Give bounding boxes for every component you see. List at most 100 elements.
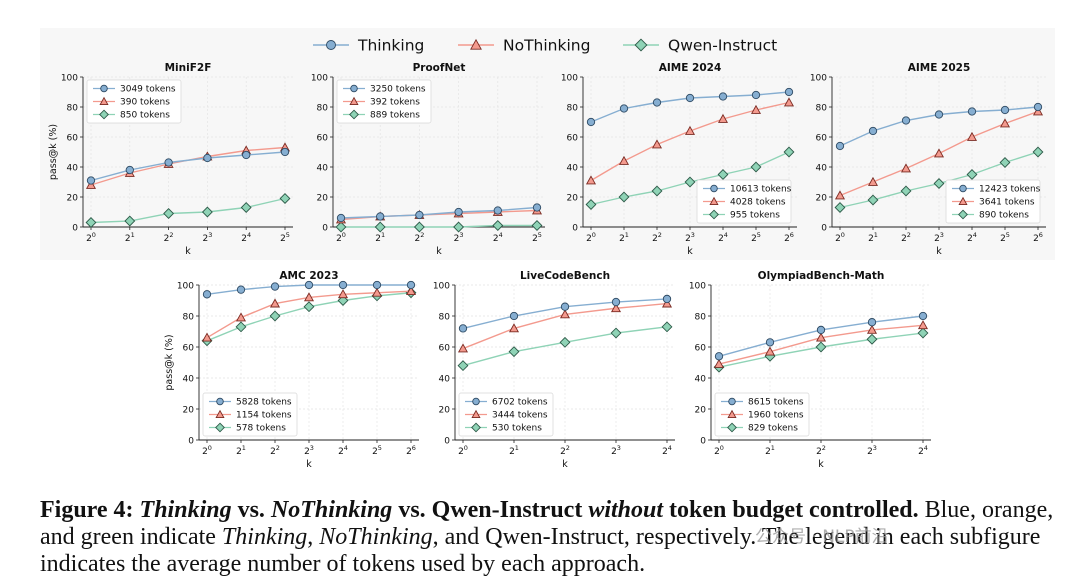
- x-tick-base: 2: [164, 234, 170, 244]
- x-tick-exponent: 3: [208, 231, 212, 239]
- x-tick-base: 2: [336, 234, 342, 244]
- data-point-qwen-instruct: [201, 206, 213, 218]
- data-point-thinking: [509, 311, 519, 321]
- data-point-qwen-instruct: [834, 202, 846, 213]
- x-tick-base: 2: [532, 234, 538, 244]
- chart-title: LiveCodeBench: [520, 270, 610, 282]
- data-point-thinking: [934, 110, 944, 119]
- data-point-qwen-instruct: [240, 202, 252, 213]
- panel-legend-box: [945, 179, 1041, 224]
- panel-legend-label: 5828 tokens: [236, 398, 292, 408]
- data-point-nothinking: [834, 190, 846, 200]
- panel-legend-label: 889 tokens: [370, 111, 420, 121]
- data-point-thinking: [454, 207, 463, 217]
- x-tick-exponent: 2: [566, 444, 570, 452]
- y-tick-label: 20: [567, 194, 579, 204]
- caption-label: Figure 4:: [40, 497, 134, 523]
- y-tick-label: 20: [317, 194, 329, 204]
- x-tick-base: 2: [765, 447, 771, 457]
- data-point-thinking: [532, 203, 542, 212]
- x-tick-label: 24: [493, 231, 503, 244]
- x-tick-exponent: 3: [617, 444, 621, 452]
- data-point-nothinking: [764, 346, 776, 356]
- data-point-nothinking: [651, 139, 663, 149]
- data-point-qwen-instruct: [783, 146, 795, 158]
- y-tick-label: 40: [67, 164, 79, 174]
- data-point-nothinking: [610, 303, 622, 313]
- x-tick-base: 2: [652, 234, 658, 244]
- caption-title-thinking: Thinking: [139, 497, 232, 523]
- data-point-nothinking: [866, 324, 878, 334]
- x-tick-label: 23: [611, 444, 621, 457]
- legend-label-nothinking: NoThinking: [503, 37, 590, 55]
- panel-legend-marker: [349, 109, 359, 120]
- data-point-qwen-instruct: [966, 169, 978, 180]
- data-point-qwen-instruct: [610, 327, 622, 339]
- x-tick-exponent: 1: [381, 231, 385, 239]
- x-tick-exponent: 6: [790, 231, 794, 239]
- data-point-thinking: [751, 90, 761, 100]
- x-tick-base: 2: [751, 234, 757, 244]
- x-tick-label: 20: [714, 444, 724, 457]
- x-tick-exponent: 2: [658, 231, 662, 239]
- x-tick-base: 2: [338, 447, 344, 457]
- x-tick-label: 23: [867, 444, 877, 457]
- x-tick-label: 21: [509, 444, 519, 457]
- x-tick-exponent: 0: [720, 444, 724, 452]
- x-tick-label: 24: [338, 444, 348, 457]
- data-point-nothinking: [661, 298, 673, 308]
- x-tick-label: 22: [901, 231, 911, 244]
- x-tick-base: 2: [611, 447, 617, 457]
- x-tick-exponent: 3: [873, 444, 877, 452]
- x-tick-exponent: 1: [131, 231, 135, 239]
- x-tick-exponent: 2: [822, 444, 826, 452]
- x-tick-exponent: 4: [973, 231, 977, 239]
- x-tick-base: 2: [454, 234, 460, 244]
- panel-legend-label: 390 tokens: [120, 98, 170, 108]
- data-point-qwen-instruct: [303, 301, 315, 313]
- y-tick-label: 40: [695, 375, 707, 385]
- panel-legend-marker: [727, 409, 737, 418]
- panel-legend-box: [202, 392, 298, 437]
- series-line-thinking: [340, 206, 538, 219]
- data-point-nothinking: [815, 332, 827, 342]
- x-tick-exponent: 5: [1006, 231, 1010, 239]
- series-line-qwen-instruct: [90, 197, 286, 224]
- panel-legend-label: 890 tokens: [979, 211, 1029, 221]
- x-tick-base: 2: [414, 234, 420, 244]
- figure-legend: Thinking NoThinking Qwen-Instruct: [313, 37, 777, 55]
- data-point-thinking: [376, 212, 385, 221]
- data-point-thinking: [415, 210, 424, 220]
- y-tick-label: 20: [439, 406, 451, 416]
- data-point-qwen-instruct: [457, 360, 469, 372]
- y-tick-label: 20: [183, 406, 195, 416]
- data-point-qwen-instruct: [279, 193, 291, 204]
- data-point-qwen-instruct: [492, 220, 504, 231]
- x-tick-base: 2: [868, 234, 874, 244]
- panel-legend-label: 578 tokens: [236, 424, 286, 434]
- panel-legend-label: 850 tokens: [120, 111, 170, 121]
- y-tick-label: 20: [67, 194, 79, 204]
- caption-body-post: , and Qwen-Instruct, respectively. The l…: [40, 524, 1041, 577]
- x-tick-base: 2: [125, 234, 131, 244]
- x-tick-label: 24: [918, 444, 928, 457]
- x-tick-label: 21: [619, 231, 629, 244]
- y-tick-label: 80: [183, 313, 195, 323]
- data-point-qwen-instruct: [917, 327, 929, 339]
- x-tick-label: 25: [372, 444, 382, 457]
- panel-legend-label: 392 tokens: [370, 98, 420, 108]
- x-tick-label: 25: [280, 231, 290, 244]
- panel-legend-label: 3641 tokens: [979, 198, 1035, 208]
- panel-legend-marker: [471, 409, 481, 418]
- panel-legend-box: [714, 392, 810, 437]
- x-tick-label: 26: [406, 444, 416, 457]
- legend-label-thinking: Thinking: [357, 37, 424, 55]
- data-point-thinking: [718, 92, 728, 101]
- data-point-nothinking: [405, 286, 417, 296]
- data-point-nothinking: [303, 292, 315, 302]
- data-point-thinking: [1033, 102, 1043, 112]
- panel-legend-label: 1960 tokens: [748, 411, 804, 421]
- x-tick-label: 23: [934, 231, 944, 244]
- panel-legend-marker: [215, 409, 225, 418]
